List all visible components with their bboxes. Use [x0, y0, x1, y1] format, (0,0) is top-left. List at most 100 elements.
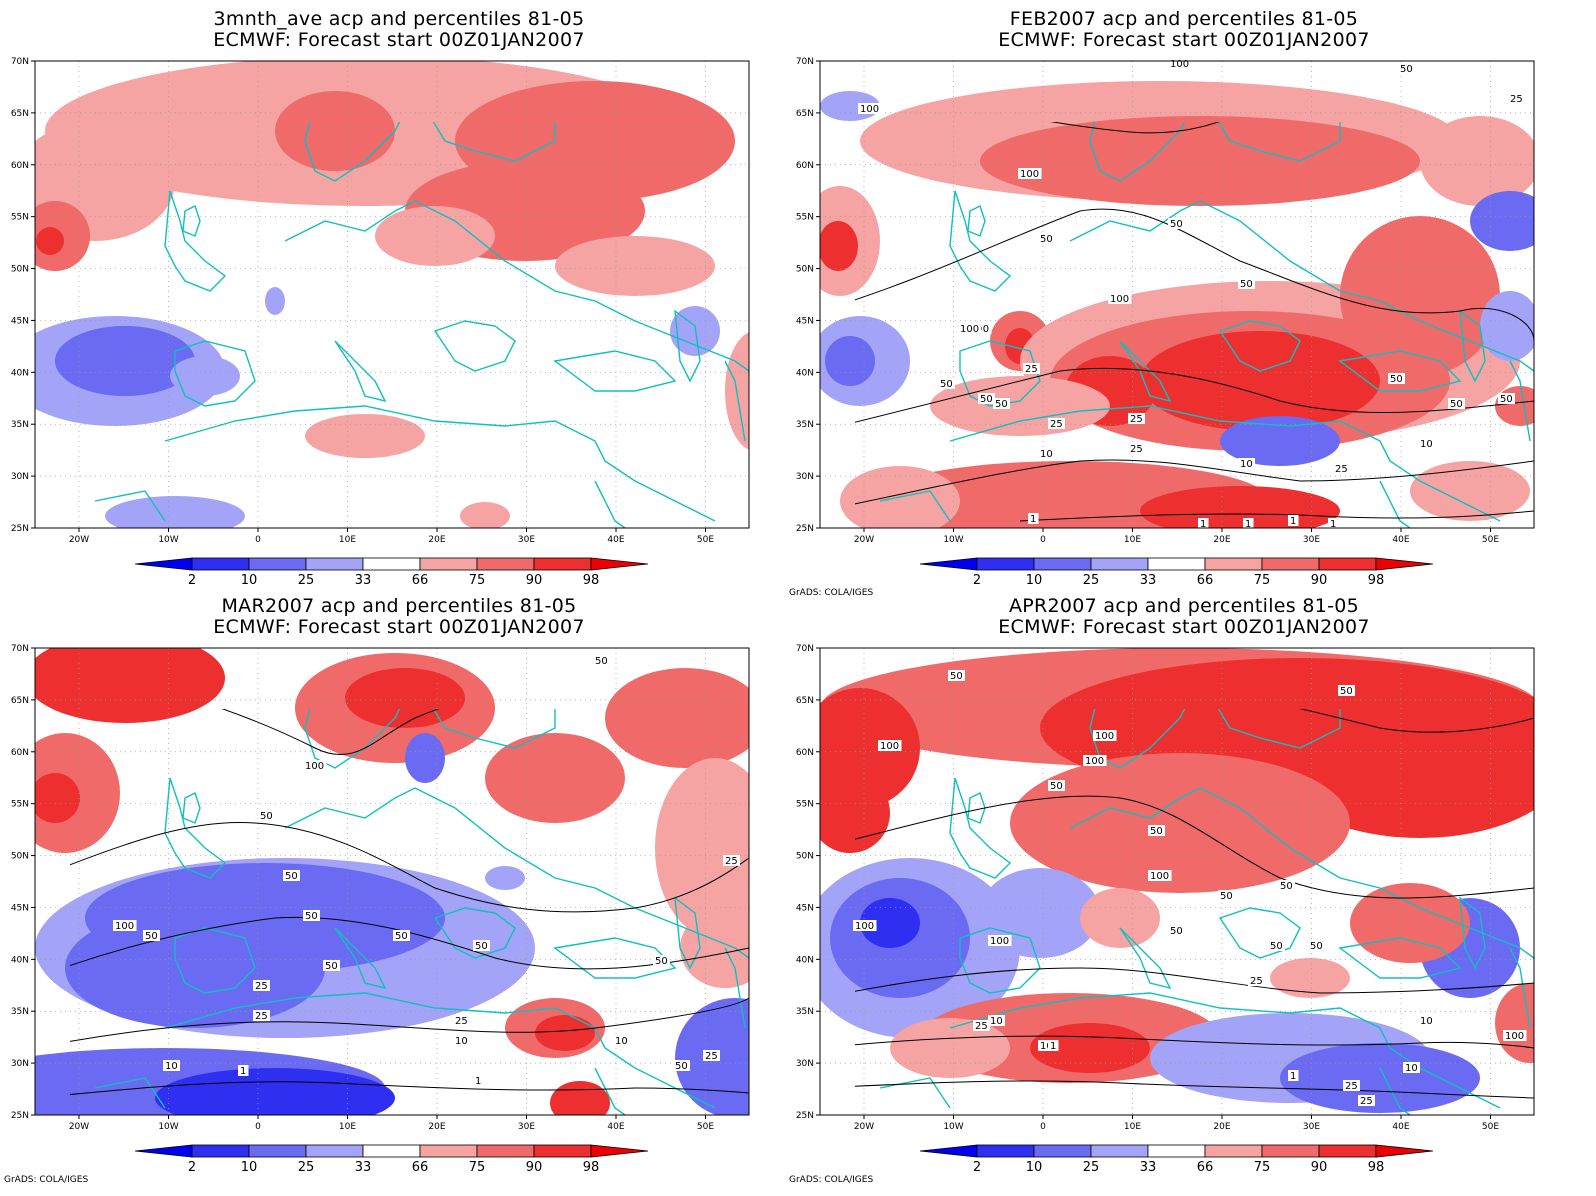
contour-label: 10	[455, 1036, 468, 1047]
contour-label: 100	[1150, 871, 1169, 882]
contour-label-bg	[1288, 515, 1299, 526]
contour-label-bg	[1418, 1015, 1435, 1026]
contour-line	[855, 367, 1535, 423]
colorbar-label: 25	[298, 573, 315, 588]
lon-tick-label: 40E	[607, 535, 624, 545]
shading-region	[485, 866, 525, 890]
shading-region	[820, 221, 858, 271]
shading-region	[725, 332, 749, 450]
contour-label-bg	[1503, 1030, 1527, 1041]
colorbar-75-90	[1261, 557, 1320, 571]
lat-axis: 70N 65N 60N 55N 50N 45N 40N 35N 30N 25N	[796, 644, 820, 1121]
lon-tick-label: 50E	[697, 1122, 714, 1132]
contour-label: 25	[1130, 414, 1143, 425]
lat-tick-label: 65N	[796, 696, 814, 706]
colorbar-66-75	[419, 1144, 478, 1158]
contour-label: 1	[1330, 519, 1336, 530]
coastline	[1069, 200, 1535, 372]
contour-label-bg	[238, 1065, 249, 1076]
colorbar-label: 33	[1140, 1160, 1157, 1175]
colorbar-label: 90	[526, 1160, 543, 1175]
shading-region	[890, 1018, 1010, 1078]
lat-tick-label: 30N	[11, 1059, 29, 1069]
contour-label-bg	[163, 1060, 180, 1071]
contour-label-bg	[1243, 518, 1254, 529]
colorbar-2-10	[976, 1144, 1035, 1158]
shading-region	[35, 773, 80, 823]
contour-label-bg	[653, 955, 670, 966]
contour-label: 50	[285, 871, 298, 882]
contour-label: 100	[1020, 169, 1039, 180]
colorbar-label: 2	[188, 573, 196, 588]
contour-label-bg	[858, 103, 882, 114]
coastline	[1459, 896, 1486, 970]
contour-label: 10	[1420, 439, 1433, 450]
coastline	[284, 200, 750, 372]
contour-label: 50	[1500, 394, 1513, 405]
shading-region	[1270, 958, 1350, 998]
lat-axis: 70N 65N 60N 55N 50N 45N 40N 35N 30N 25N	[796, 57, 820, 534]
shading-region	[170, 356, 240, 396]
contour-label: 50	[980, 394, 993, 405]
coastline	[674, 309, 701, 383]
lon-axis: 20W 10W 0 10E 20E 30E 40E 50E	[854, 1115, 1499, 1132]
contour-label: 50	[1450, 399, 1463, 410]
contour-label: 25	[975, 1021, 988, 1032]
shading-region	[1470, 191, 1534, 251]
contour-line	[221, 709, 440, 756]
shading-region	[980, 116, 1420, 206]
colorbar: 2 10 25 33 66 75 90 98	[919, 1144, 1434, 1175]
panel-title: APR2007 acp and percentiles 81-05	[1008, 595, 1360, 617]
contour-label: 50	[1400, 64, 1413, 75]
contour-label: 50	[395, 931, 408, 942]
coastlines	[94, 709, 750, 1116]
contour-label: 10	[990, 1016, 1003, 1027]
colorbar: 2 10 25 33 66 75 90 98	[134, 1144, 649, 1175]
contour-label-bg	[258, 810, 275, 821]
lon-tick-label: 20W	[854, 535, 874, 545]
colorbar-label: 2	[973, 1160, 981, 1175]
lat-tick-label: 30N	[11, 472, 29, 482]
shading-region	[36, 227, 64, 255]
contour-label: 25	[1130, 444, 1143, 455]
colorbar-above-98	[1375, 1144, 1434, 1158]
lat-tick-label: 45N	[796, 316, 814, 326]
contour-label-bg	[1238, 458, 1255, 469]
lat-tick-label: 70N	[796, 57, 814, 67]
contour-label: 25	[705, 1051, 718, 1062]
contour-label: 100	[1110, 294, 1129, 305]
coastlines	[879, 122, 1535, 529]
coastline	[1509, 947, 1531, 1029]
colorbar-label: 90	[1311, 573, 1328, 588]
lon-axis: 20W 10W 0 10E 20E 30E 40E 50E	[69, 528, 714, 545]
lat-tick-label: 25N	[796, 524, 814, 534]
contour-label: 50	[1340, 686, 1353, 697]
contour-lines	[855, 122, 1535, 522]
contour-label: 10	[165, 1061, 178, 1072]
coastline	[284, 787, 750, 959]
coastline	[432, 709, 556, 749]
contour-label-bg	[1358, 1095, 1375, 1106]
colorbar-label: 75	[469, 573, 486, 588]
contour-label: 100	[305, 761, 324, 772]
colorbar-33-66	[1147, 557, 1206, 571]
contour-label: 10	[1420, 1016, 1433, 1027]
contour-label-bg	[1288, 1070, 1299, 1081]
contour-label: 50	[1220, 891, 1233, 902]
coastline	[1218, 320, 1301, 372]
shading-region	[825, 336, 875, 386]
lat-tick-label: 55N	[11, 800, 29, 810]
shading-region	[1350, 883, 1470, 963]
shading-region	[1010, 753, 1350, 893]
contour-line	[855, 1080, 1535, 1099]
lon-tick-label: 20E	[1213, 1122, 1230, 1132]
contour-label-bg	[1333, 463, 1350, 474]
shading-region	[1280, 1043, 1480, 1113]
colorbar-33-66	[362, 557, 421, 571]
coastline	[1459, 309, 1486, 383]
contour-label: 50	[595, 656, 608, 667]
contour-line	[855, 1035, 1535, 1049]
lat-tick-label: 35N	[796, 1007, 814, 1017]
coastline	[959, 927, 1041, 994]
lat-tick-label: 40N	[11, 955, 29, 965]
